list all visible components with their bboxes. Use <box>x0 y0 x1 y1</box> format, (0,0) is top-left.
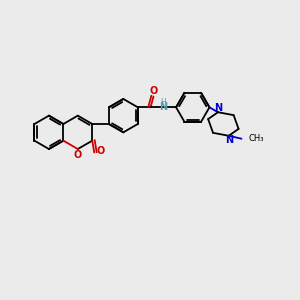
Text: O: O <box>149 85 158 96</box>
Text: N: N <box>214 103 222 113</box>
Text: CH₃: CH₃ <box>248 134 264 143</box>
Text: O: O <box>97 146 105 157</box>
Text: N: N <box>225 135 233 145</box>
Text: H: H <box>160 98 166 107</box>
Text: O: O <box>74 150 82 160</box>
Text: N: N <box>159 102 167 112</box>
